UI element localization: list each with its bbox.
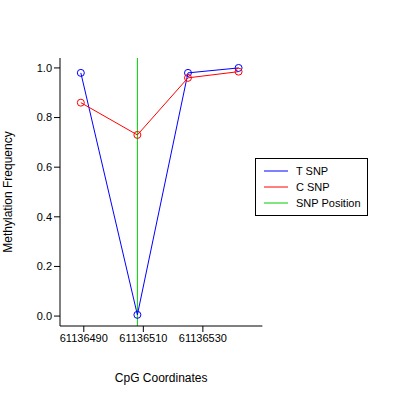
- svg-text:1.0: 1.0: [37, 62, 52, 74]
- svg-text:0.0: 0.0: [37, 310, 52, 322]
- html-text:SNP Position: SNP Position: [296, 197, 361, 209]
- svg-text:0.4: 0.4: [37, 211, 52, 223]
- svg-text:61136490: 61136490: [60, 332, 108, 344]
- svg-text:61136530: 61136530: [179, 332, 227, 344]
- html-text:C SNP: C SNP: [296, 181, 330, 193]
- svg-text:61136510: 61136510: [119, 332, 167, 344]
- html-text:T SNP: T SNP: [296, 165, 329, 177]
- svg-text:0.8: 0.8: [37, 111, 52, 123]
- svg-text:0.6: 0.6: [37, 161, 52, 173]
- svg-text:Methylation Frequency: Methylation Frequency: [8, 131, 15, 252]
- svg-text:CpG Coordinates: CpG Coordinates: [115, 371, 208, 385]
- svg-text:0.2: 0.2: [37, 260, 52, 272]
